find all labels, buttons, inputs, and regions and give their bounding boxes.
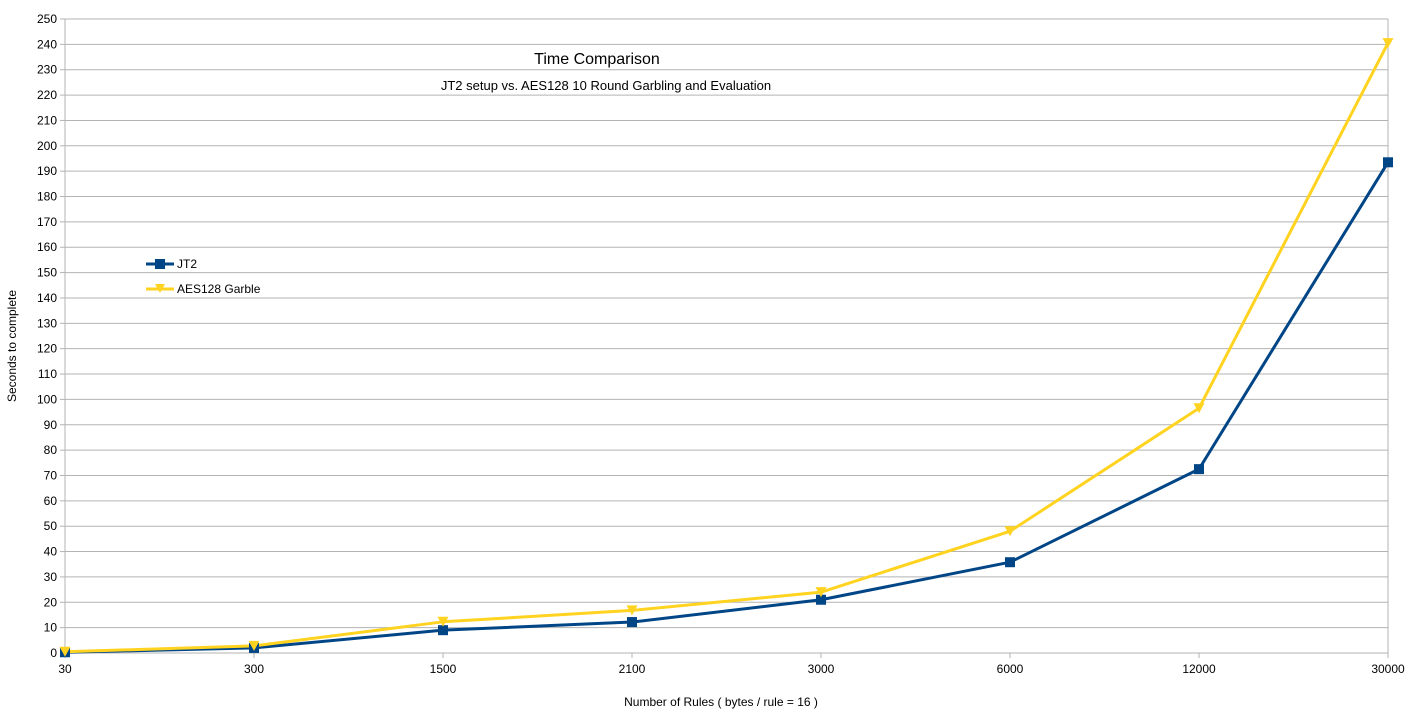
x-tick-label: 12000 (1182, 662, 1216, 676)
legend-item-aes128: AES128 Garble (146, 282, 261, 296)
y-tick-label: 200 (37, 139, 57, 153)
y-tick-label: 30 (44, 570, 58, 584)
y-tick-label: 90 (44, 418, 58, 432)
data-point-jt2 (1383, 157, 1393, 168)
y-tick-label: 100 (37, 392, 57, 406)
y-tick-label: 180 (37, 190, 57, 204)
y-tick-label: 140 (37, 291, 57, 305)
y-tick-label: 170 (37, 215, 57, 229)
legend: JT2 AES128 Garble (146, 257, 261, 296)
legend-marker-jt2 (155, 259, 165, 269)
y-tick-label: 130 (37, 316, 57, 330)
data-point-jt2 (627, 617, 637, 628)
x-tick-label: 30 (58, 662, 72, 676)
data-point-aes128 (248, 640, 260, 651)
legend-marker-aes128 (155, 284, 165, 293)
y-tick-label: 240 (37, 37, 57, 51)
y-tick-label: 220 (37, 88, 57, 102)
y-tick-label: 190 (37, 164, 57, 178)
x-tick-label: 30000 (1371, 662, 1405, 676)
series-line-jt2 (63, 160, 1390, 654)
data-point-jt2 (1194, 464, 1204, 475)
y-tick-label: 250 (37, 12, 57, 26)
y-tick-label: 110 (38, 367, 57, 381)
data-point-aes128 (626, 605, 638, 616)
data-point-aes128 (437, 616, 449, 627)
axis-layer: 0 10 20 30 40 50 60 70 80 90 100 110 120 130 140 150 160… (37, 12, 1405, 676)
x-tick-label: 3000 (808, 662, 835, 676)
y-tick-label: 40 (44, 545, 58, 559)
y-tick-label: 80 (44, 443, 58, 457)
x-tick-label: 6000 (997, 662, 1024, 676)
y-tick-label: 230 (37, 63, 57, 77)
data-point-jt2 (438, 625, 448, 636)
y-tick-label: 70 (44, 468, 58, 482)
chart-subtitle: JT2 setup vs. AES128 10 Round Garbling a… (441, 78, 771, 93)
series-line-aes128 (63, 41, 1390, 654)
y-tick-label: 150 (37, 266, 57, 280)
data-point-aes128 (815, 587, 827, 598)
legend-label-jt2: JT2 (177, 257, 197, 271)
chart-title: Time Comparison (534, 51, 660, 68)
data-point-jt2 (1005, 557, 1015, 568)
series-layer (63, 41, 1390, 654)
data-point-aes128 (59, 646, 71, 657)
y-tick-label: 20 (44, 595, 58, 609)
y-tick-label: 210 (37, 113, 57, 127)
x-tick-label: 300 (244, 662, 264, 676)
legend-label-aes128: AES128 Garble (177, 282, 261, 296)
y-tick-label: 60 (44, 494, 58, 508)
y-tick-label: 120 (37, 342, 57, 356)
data-point-aes128 (1004, 526, 1016, 537)
y-tick-label: 50 (44, 519, 58, 533)
grid-layer (65, 18, 1388, 654)
y-tick-label: 160 (37, 240, 57, 254)
y-tick-label: 10 (44, 621, 58, 635)
data-point-aes128 (1193, 403, 1205, 414)
y-tick-label: 0 (50, 646, 57, 660)
y-axis-title: Seconds to complete (5, 290, 19, 402)
x-tick-label: 2100 (619, 662, 646, 676)
legend-item-jt2: JT2 (146, 257, 197, 271)
data-point-aes128 (1382, 38, 1394, 49)
x-axis-title: Number of Rules ( bytes / rule = 16 ) (624, 695, 818, 709)
marker-layer (59, 38, 1394, 658)
data-point-jt2 (816, 594, 826, 605)
x-tick-label: 1500 (430, 662, 457, 676)
